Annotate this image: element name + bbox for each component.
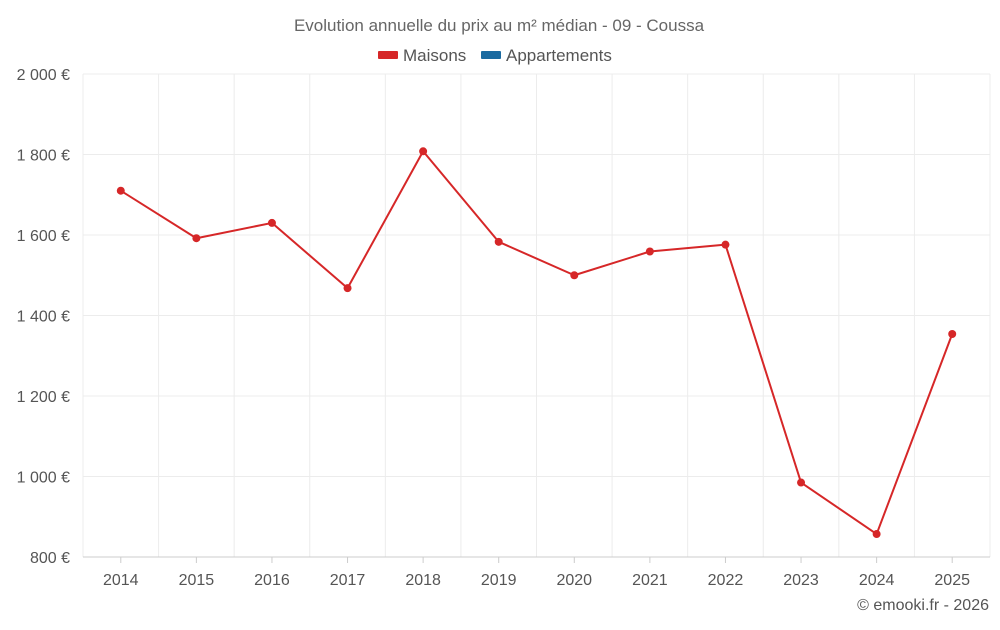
x-tick-label: 2025 — [934, 572, 970, 589]
y-tick-label: 1 600 € — [17, 228, 70, 245]
y-tick-label: 1 200 € — [17, 389, 70, 406]
data-point[interactable] — [872, 530, 881, 539]
x-tick-label: 2017 — [330, 572, 366, 589]
data-point[interactable] — [948, 330, 957, 339]
y-tick-label: 1 000 € — [17, 470, 70, 487]
series — [116, 147, 957, 539]
credit-text: © emooki.fr - 2026 — [857, 597, 989, 614]
y-tick-label: 1 400 € — [17, 309, 70, 326]
data-point[interactable] — [267, 218, 276, 227]
x-tick-label: 2024 — [859, 572, 895, 589]
legend-label-maisons: Maisons — [403, 46, 466, 65]
y-tick-label: 800 € — [30, 550, 70, 567]
x-tick-label: 2021 — [632, 572, 668, 589]
x-tick-label: 2022 — [708, 572, 744, 589]
legend-item-maisons[interactable]: Maisons — [378, 46, 466, 65]
data-point[interactable] — [570, 271, 579, 280]
x-tick-label: 2018 — [405, 572, 441, 589]
y-tick-label: 1 800 € — [17, 148, 70, 165]
data-point[interactable] — [797, 478, 806, 487]
x-tick-label: 2023 — [783, 572, 819, 589]
data-point[interactable] — [645, 247, 654, 256]
legend-label-appartements: Appartements — [506, 46, 612, 65]
grid — [82, 73, 991, 557]
x-tick-label: 2016 — [254, 572, 290, 589]
data-point[interactable] — [419, 147, 428, 156]
series-line-maisons — [120, 150, 954, 536]
data-point[interactable] — [116, 186, 125, 195]
data-point[interactable] — [343, 284, 352, 293]
data-point[interactable] — [494, 237, 503, 246]
y-tick-label: 2 000 € — [17, 67, 70, 84]
legend-swatch-appartements — [481, 51, 501, 59]
data-point[interactable] — [192, 234, 201, 243]
chart-title: Evolution annuelle du prix au m² médian … — [294, 16, 705, 35]
legend-swatch-maisons — [378, 51, 398, 59]
x-tick-label: 2020 — [556, 572, 592, 589]
x-tick-label: 2015 — [179, 572, 215, 589]
legend-item-appartements[interactable]: Appartements — [481, 46, 612, 65]
axes: 2 000 € 1 800 € 1 600 € 1 400 € 1 200 € 1 000… — [17, 67, 990, 589]
data-point[interactable] — [721, 240, 730, 249]
legend: Maisons Appartements — [378, 46, 612, 65]
x-tick-label: 2014 — [103, 572, 139, 589]
x-tick-label: 2019 — [481, 572, 517, 589]
